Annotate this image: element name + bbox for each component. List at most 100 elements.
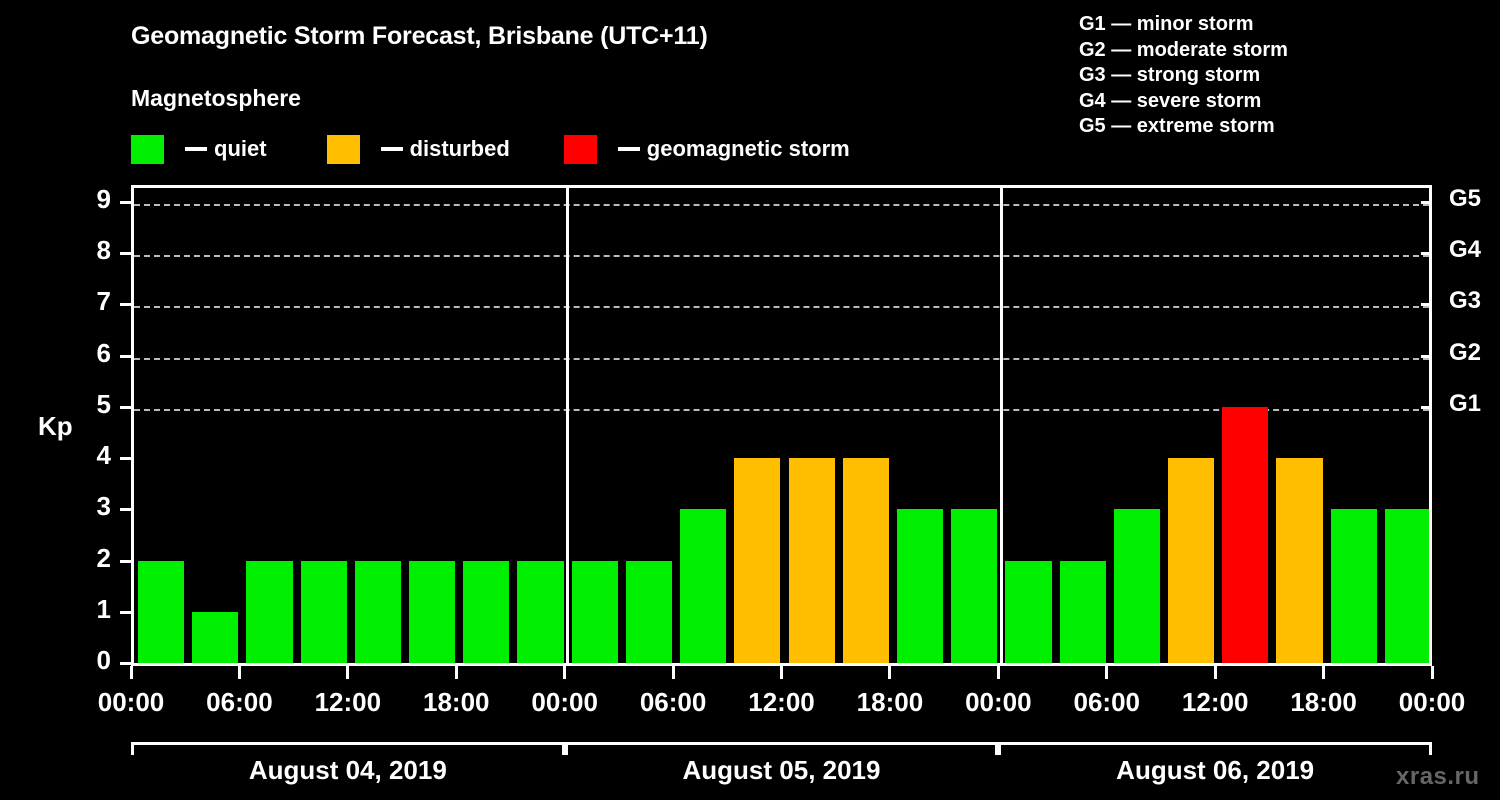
x-axis-tick-label: 18:00	[1290, 687, 1357, 717]
g-scale-legend-line: G4 — severe storm	[1079, 89, 1262, 112]
bar	[246, 560, 293, 663]
y-axis-tick-label: 1	[96, 593, 111, 624]
y-axis-tick-label: 6	[96, 337, 111, 368]
x-axis-tick-label: 00:00	[1398, 687, 1466, 717]
bar	[409, 560, 456, 663]
y-axis-tick-mark	[120, 457, 131, 461]
color-legend: quiet disturbed geomagnetic storm	[131, 134, 850, 164]
bar	[896, 509, 944, 663]
bar	[1330, 509, 1377, 663]
date-bracket	[131, 742, 565, 755]
g-axis-tick-label: G5	[1449, 185, 1482, 212]
legend-label: geomagnetic storm	[646, 136, 850, 161]
y-axis-tick-label: 7	[96, 286, 111, 317]
day-separator	[566, 188, 570, 663]
x-axis-tick-mark	[1213, 666, 1217, 679]
x-axis-tick-mark	[454, 666, 458, 679]
x-axis-tick-label: 12:00	[314, 687, 382, 717]
y-axis-tick-mark	[120, 559, 131, 563]
g-axis-tick-label: G3	[1449, 287, 1482, 315]
bar	[625, 560, 673, 663]
bar	[571, 560, 618, 663]
y-axis-tick-mark	[120, 405, 131, 409]
legend-dash-icon	[185, 147, 207, 151]
g-axis-tick-mark	[1421, 354, 1432, 358]
y-axis-tick-mark	[120, 508, 131, 512]
x-axis-tick-label: 06:00	[1073, 687, 1141, 717]
date-bracket	[998, 742, 1432, 755]
date-label: August 06, 2019	[1116, 755, 1315, 785]
grid-line	[134, 357, 1429, 360]
x-axis-tick-mark	[563, 666, 567, 679]
date-bracket	[564, 742, 999, 755]
plot-area	[131, 185, 1432, 666]
chart-subtitle: Magnetosphere	[131, 85, 301, 111]
x-axis-tick-mark	[237, 666, 241, 679]
x-axis-tick-label: 12:00	[748, 687, 815, 717]
y-axis-tick-label: 8	[96, 235, 111, 266]
grid-line	[134, 306, 1429, 309]
green-square-icon	[131, 134, 164, 164]
bar	[463, 560, 510, 663]
x-axis-tick-mark	[671, 666, 675, 679]
y-axis-tick-mark	[120, 610, 131, 614]
y-axis-tick-mark	[120, 303, 131, 307]
g-scale-legend-line: G1 — minor storm	[1079, 13, 1254, 35]
g-scale-legend-line: G2 — moderate storm	[1079, 38, 1288, 61]
bar	[788, 458, 835, 663]
bar	[1384, 509, 1429, 663]
x-axis-tick-mark	[346, 666, 350, 679]
bar	[1167, 458, 1215, 663]
x-axis-tick-mark	[780, 666, 783, 679]
bar	[300, 560, 347, 663]
y-axis-tick-label: 4	[96, 440, 111, 471]
bar	[1276, 458, 1323, 663]
legend-item-geomagnetic-storm: geomagnetic storm	[563, 134, 850, 164]
bar	[354, 560, 402, 663]
day-separator	[999, 188, 1003, 663]
x-axis-tick-label: 00:00	[97, 687, 165, 717]
grid-line	[134, 408, 1429, 411]
red-square-icon	[563, 134, 597, 164]
y-axis-tick-label: 9	[96, 184, 111, 214]
legend-dash-icon	[380, 147, 403, 151]
bar	[1113, 509, 1160, 663]
x-axis-tick-label: 00:00	[965, 687, 1032, 717]
x-axis-tick-mark	[888, 666, 892, 679]
y-axis-tick-label: 0	[96, 645, 111, 675]
g-axis-tick-mark	[1421, 252, 1432, 256]
y-axis-tick-label: 5	[96, 388, 111, 419]
x-axis-tick-label: 06:00	[206, 687, 273, 717]
x-axis-tick-label: 12:00	[1181, 687, 1249, 717]
bar	[192, 611, 239, 663]
date-label: August 04, 2019	[248, 755, 447, 785]
y-axis-tick-label: 3	[96, 491, 111, 522]
legend-item-disturbed: disturbed	[326, 134, 510, 164]
orange-square-icon	[326, 134, 360, 164]
y-axis-title: Kp	[38, 411, 73, 441]
g-axis-tick-mark	[1421, 201, 1432, 204]
legend-dash-icon	[617, 147, 640, 151]
page-title: Geomagnetic Storm Forecast, Brisbane (UT…	[131, 22, 708, 50]
g-axis-tick-label: G4	[1449, 236, 1482, 264]
x-axis-tick-mark	[1105, 666, 1109, 679]
bar	[138, 560, 185, 663]
watermark: xras.ru	[1396, 763, 1480, 790]
x-axis-tick-mark	[1430, 666, 1434, 679]
bar	[1059, 560, 1106, 663]
bar	[680, 509, 727, 663]
x-axis-tick-label: 06:00	[639, 687, 707, 717]
bar	[842, 458, 889, 663]
x-axis-tick-label: 18:00	[856, 687, 924, 717]
legend-label: disturbed	[409, 136, 510, 161]
grid-line	[134, 204, 1429, 206]
g-scale-legend: G1 — minor storm G2 — moderate storm G3 — …	[1079, 12, 1288, 140]
y-axis-tick-mark	[120, 252, 131, 256]
y-axis-tick-mark	[120, 354, 131, 358]
g-axis-tick-label: G1	[1449, 389, 1482, 417]
x-axis-tick-label: 00:00	[531, 687, 598, 717]
g-scale-legend-line: G5 — extreme storm	[1079, 115, 1275, 137]
bar	[734, 458, 781, 663]
bar	[951, 509, 998, 663]
